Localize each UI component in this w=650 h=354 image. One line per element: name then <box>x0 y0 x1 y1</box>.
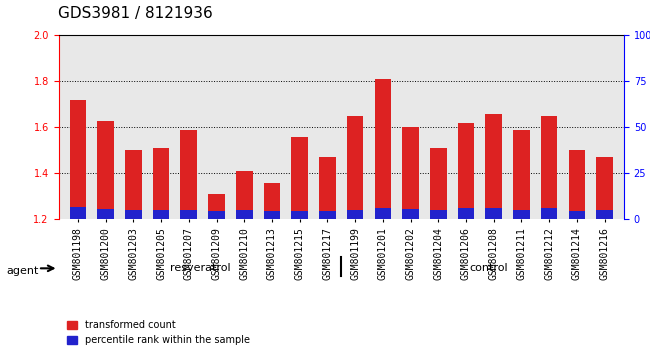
Bar <box>153 148 170 219</box>
Bar <box>208 194 225 219</box>
Bar <box>458 209 474 219</box>
Bar <box>181 130 197 219</box>
Bar <box>264 183 280 219</box>
Legend: transformed count, percentile rank within the sample: transformed count, percentile rank withi… <box>63 316 254 349</box>
Bar <box>596 210 613 219</box>
Bar <box>98 209 114 219</box>
Bar <box>541 116 558 219</box>
Bar <box>402 209 419 219</box>
Bar <box>347 116 363 219</box>
Bar <box>181 210 197 219</box>
Bar <box>125 210 142 219</box>
Bar <box>236 171 253 219</box>
Bar <box>347 210 363 219</box>
Bar <box>458 123 474 219</box>
Bar <box>569 211 585 219</box>
Bar <box>319 157 335 219</box>
Bar <box>374 79 391 219</box>
Text: control: control <box>470 263 508 273</box>
Text: GDS3981 / 8121936: GDS3981 / 8121936 <box>58 6 213 21</box>
Bar <box>569 150 585 219</box>
Bar <box>70 207 86 219</box>
Bar <box>430 148 447 219</box>
Bar <box>374 208 391 219</box>
Bar <box>430 210 447 219</box>
Text: agent: agent <box>6 266 39 276</box>
Bar <box>513 130 530 219</box>
Bar <box>402 127 419 219</box>
Bar <box>125 150 142 219</box>
Text: resveratrol: resveratrol <box>170 263 230 273</box>
Bar <box>319 211 335 219</box>
Bar <box>153 210 170 219</box>
Bar <box>208 211 225 219</box>
Bar <box>541 209 558 219</box>
Bar <box>98 120 114 219</box>
Bar <box>291 137 308 219</box>
Bar <box>486 114 502 219</box>
Bar <box>70 100 86 219</box>
Bar <box>513 210 530 219</box>
Bar <box>486 209 502 219</box>
Bar <box>236 210 253 219</box>
Bar <box>291 211 308 219</box>
Bar <box>596 157 613 219</box>
Bar <box>264 211 280 219</box>
